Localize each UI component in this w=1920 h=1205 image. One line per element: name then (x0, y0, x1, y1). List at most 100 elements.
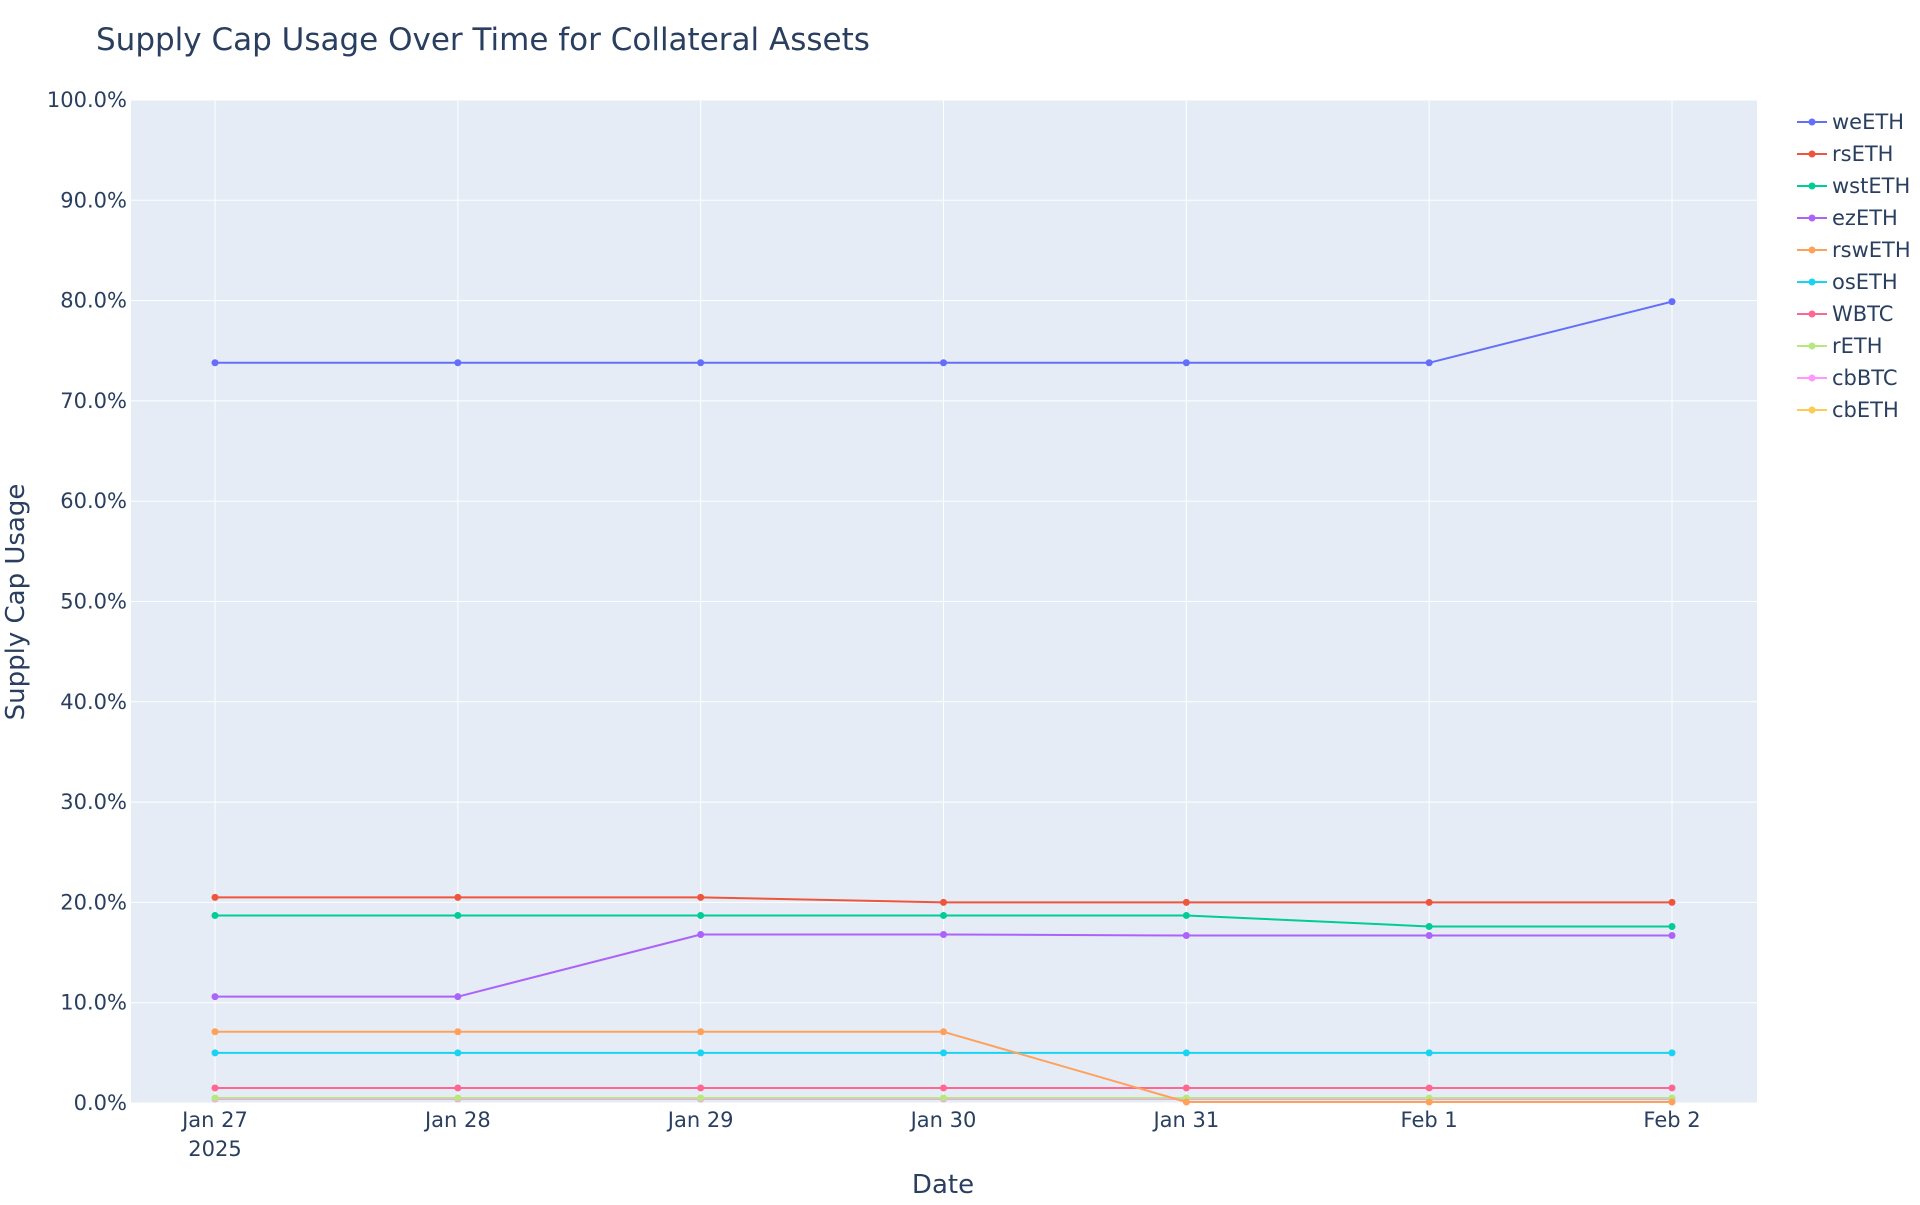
legend-label: ezETH (1832, 206, 1898, 230)
series-wstETH (211, 911, 1676, 930)
x-tick-label: Jan 29 (666, 1108, 734, 1132)
data-point (454, 359, 462, 367)
legend-label: cbBTC (1832, 366, 1898, 390)
legend-marker (1808, 246, 1816, 254)
legend-marker (1808, 182, 1816, 190)
legend-item[interactable]: rswETH (1797, 238, 1911, 262)
x-tick-label: Feb 2 (1643, 1108, 1700, 1132)
data-point (211, 1094, 219, 1102)
data-point (1425, 931, 1433, 939)
y-tick-label: 100.0% (47, 88, 127, 112)
data-point (697, 1049, 705, 1057)
data-point (697, 911, 705, 919)
series-rsETH (211, 893, 1676, 906)
y-tick-label: 20.0% (60, 890, 127, 914)
data-point (454, 1094, 462, 1102)
data-point (940, 1094, 947, 1102)
legend-marker (1808, 310, 1816, 318)
data-point (1668, 1098, 1676, 1106)
legend-marker (1808, 278, 1816, 286)
legend-marker (1808, 118, 1816, 126)
y-tick-label: 40.0% (60, 690, 127, 714)
legend-item[interactable]: cbETH (1797, 398, 1899, 422)
legend-item[interactable]: wstETH (1797, 174, 1910, 198)
legend-marker (1808, 214, 1816, 222)
data-point (1425, 922, 1433, 930)
y-tick-label: 10.0% (60, 991, 127, 1015)
data-point (697, 930, 705, 938)
data-point (1182, 1098, 1190, 1106)
legend-item[interactable]: ezETH (1797, 206, 1898, 230)
y-tick-label: 70.0% (60, 389, 127, 413)
legend-item[interactable]: weETH (1797, 110, 1904, 134)
x-tick-label: Feb 1 (1401, 1108, 1458, 1132)
data-point (211, 1084, 219, 1092)
data-point (211, 1049, 219, 1057)
x-tick-label: Jan 27 (180, 1108, 248, 1132)
y-tick-label: 80.0% (60, 289, 127, 313)
data-point (1668, 922, 1676, 930)
series-lines (211, 298, 1676, 1106)
data-point (454, 1049, 462, 1057)
y-tick-label: 90.0% (60, 188, 127, 212)
data-point (1182, 911, 1190, 919)
x-axis-title: Date (912, 1170, 974, 1200)
chart-title: Supply Cap Usage Over Time for Collatera… (96, 22, 870, 58)
data-point (454, 911, 462, 919)
data-point (697, 1084, 705, 1092)
data-point (454, 1028, 462, 1036)
series-weETH (211, 298, 1676, 367)
data-point (211, 1028, 219, 1036)
data-point (454, 993, 462, 1001)
y-tick-label: 0.0% (74, 1091, 127, 1115)
data-point (1425, 1049, 1433, 1057)
data-point (1182, 1049, 1190, 1057)
legend: weETH rsETH wstETH ezETH rswETH osETH WBTC rETH… (1797, 110, 1911, 422)
legend-marker (1808, 342, 1816, 350)
series-ezETH (211, 930, 1676, 1001)
legend-label: weETH (1832, 110, 1904, 134)
data-point (1668, 898, 1676, 906)
data-point (940, 898, 947, 906)
legend-marker (1808, 150, 1816, 158)
legend-label: rsETH (1832, 142, 1893, 166)
data-point (1668, 1084, 1676, 1092)
data-point (697, 1028, 705, 1036)
data-point (1425, 1098, 1433, 1106)
data-point (1668, 1049, 1676, 1057)
x-tick-year-label: 2025 (188, 1137, 241, 1161)
legend-marker (1808, 406, 1816, 414)
legend-item[interactable]: cbBTC (1797, 366, 1898, 390)
data-point (1425, 359, 1433, 367)
legend-label: cbETH (1832, 398, 1899, 422)
legend-item[interactable]: osETH (1797, 270, 1898, 294)
data-point (454, 1084, 462, 1092)
legend-item[interactable]: rsETH (1797, 142, 1893, 166)
x-tick-label: Jan 31 (1151, 1108, 1219, 1132)
data-point (1425, 1084, 1433, 1092)
data-point (940, 1049, 947, 1057)
series-osETH (211, 1049, 1676, 1057)
data-point (940, 1084, 947, 1092)
data-point (940, 1028, 947, 1036)
data-point (211, 359, 219, 367)
series-rswETH (211, 1028, 1676, 1106)
x-tick-label: Jan 28 (423, 1108, 491, 1132)
legend-label: osETH (1832, 270, 1898, 294)
legend-label: rswETH (1832, 238, 1911, 262)
legend-marker (1808, 374, 1816, 382)
data-point (940, 930, 947, 938)
legend-label: rETH (1832, 334, 1883, 358)
data-point (211, 911, 219, 919)
data-point (1425, 898, 1433, 906)
data-point (454, 893, 462, 901)
y-tick-label: 30.0% (60, 790, 127, 814)
y-tick-label: 60.0% (60, 489, 127, 513)
legend-label: WBTC (1832, 302, 1893, 326)
legend-item[interactable]: rETH (1797, 334, 1883, 358)
legend-item[interactable]: WBTC (1797, 302, 1893, 326)
data-point (1668, 298, 1676, 306)
data-point (211, 893, 219, 901)
y-axis-title: Supply Cap Usage (1, 484, 31, 721)
